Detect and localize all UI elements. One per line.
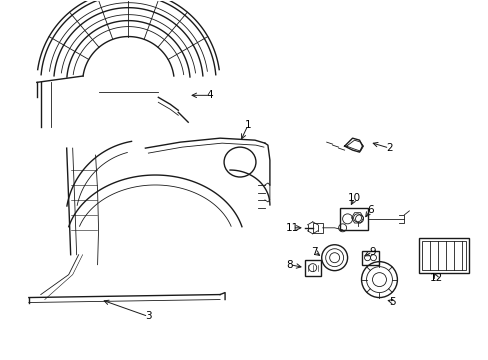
Text: 2: 2: [386, 143, 392, 153]
Text: 9: 9: [368, 247, 375, 257]
Bar: [361, 251, 379, 265]
Bar: [422, 241, 465, 270]
Text: 6: 6: [366, 205, 373, 215]
Text: 3: 3: [145, 311, 151, 321]
Text: 12: 12: [429, 273, 442, 283]
Text: 11: 11: [285, 223, 299, 233]
Text: 4: 4: [206, 90, 213, 100]
Text: 7: 7: [311, 247, 317, 257]
Text: 5: 5: [388, 297, 395, 306]
Bar: [304, 260, 320, 276]
Text: 1: 1: [244, 120, 251, 130]
Text: 8: 8: [286, 260, 292, 270]
Bar: [312, 223, 322, 233]
Text: 10: 10: [347, 193, 361, 203]
Bar: [339, 208, 367, 230]
Bar: [419, 238, 468, 273]
